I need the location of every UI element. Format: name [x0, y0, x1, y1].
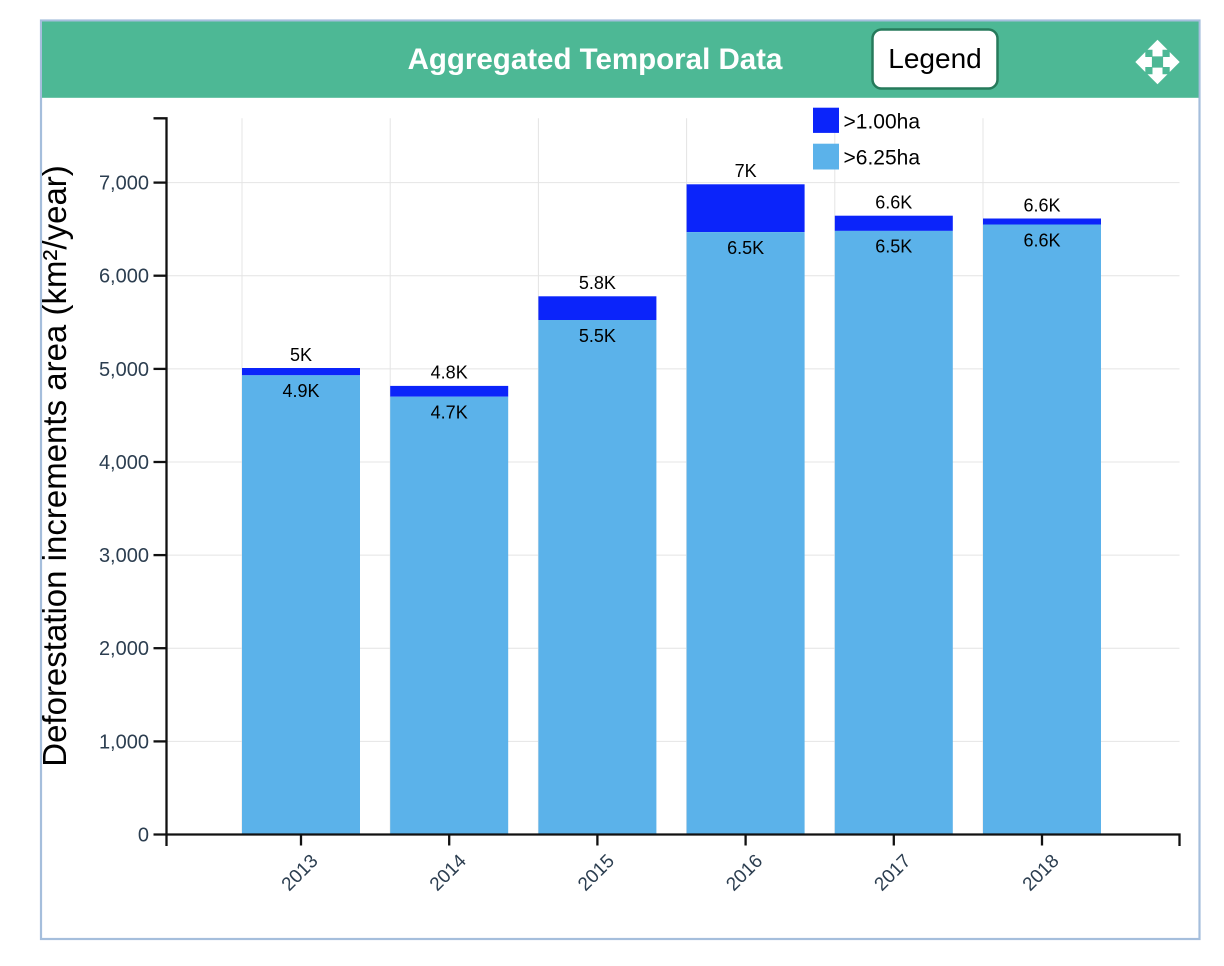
svg-text:Deforestation increments area: Deforestation increments area (km²/year)	[36, 165, 73, 767]
svg-text:6.6K: 6.6K	[1023, 195, 1060, 215]
svg-text:5K: 5K	[290, 345, 312, 365]
svg-text:4.7K: 4.7K	[431, 403, 468, 423]
svg-text:2,000: 2,000	[99, 638, 149, 660]
svg-text:6.5K: 6.5K	[875, 237, 912, 257]
svg-text:7K: 7K	[735, 161, 757, 181]
svg-text:6.6K: 6.6K	[875, 193, 912, 213]
svg-text:4,000: 4,000	[99, 452, 149, 474]
svg-text:7,000: 7,000	[99, 173, 149, 195]
svg-text:1,000: 1,000	[99, 731, 149, 753]
svg-text:4.9K: 4.9K	[282, 381, 319, 401]
svg-text:5,000: 5,000	[99, 359, 149, 381]
svg-text:5.8K: 5.8K	[579, 273, 616, 293]
svg-text:>6.25ha: >6.25ha	[844, 147, 921, 170]
svg-text:4.8K: 4.8K	[431, 363, 468, 383]
svg-text:6.5K: 6.5K	[727, 238, 764, 258]
svg-text:6.6K: 6.6K	[1023, 230, 1060, 250]
svg-text:Legend: Legend	[888, 43, 981, 74]
svg-text:0: 0	[138, 825, 149, 847]
svg-text:3,000: 3,000	[99, 545, 149, 567]
svg-text:>1.00ha: >1.00ha	[844, 111, 921, 134]
svg-text:6,000: 6,000	[99, 266, 149, 288]
svg-text:5.5K: 5.5K	[579, 326, 616, 346]
svg-text:Aggregated Temporal Data: Aggregated Temporal Data	[408, 43, 783, 76]
